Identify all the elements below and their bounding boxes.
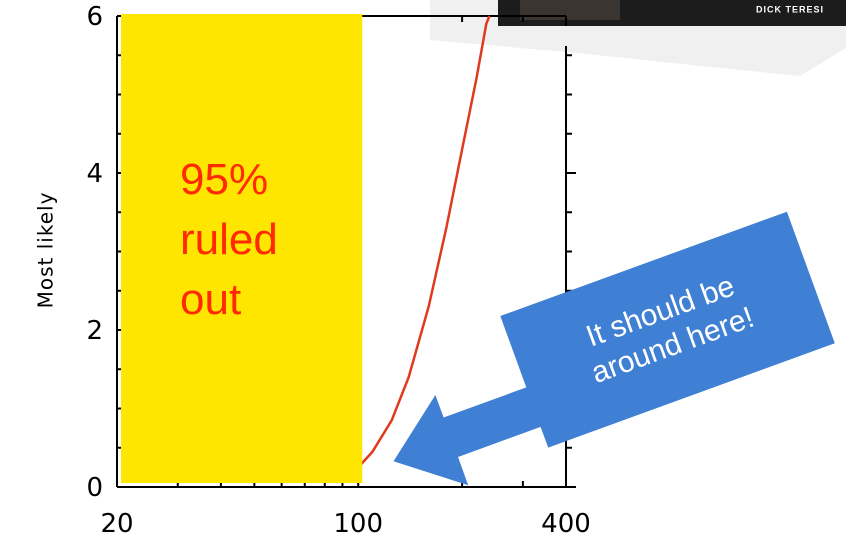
book-author-text: DICK TERESI <box>756 4 824 14</box>
x-tick-label: 400 <box>541 509 591 539</box>
ruled-out-label-line: ruled <box>180 215 278 264</box>
ruled-out-label-line: 95% <box>180 155 268 204</box>
y-tick-label: 2 <box>86 316 103 346</box>
ruled-out-label-line: out <box>180 275 241 324</box>
x-tick-label: 20 <box>100 509 133 539</box>
series-line <box>358 16 489 467</box>
book-cover-image: DICK TERESI <box>430 0 846 76</box>
y-tick-label: 6 <box>86 2 103 32</box>
x-tick-label: 100 <box>333 509 383 539</box>
y-axis-title: Most likely <box>34 192 58 309</box>
y-tick-label: 4 <box>86 159 103 189</box>
arrow-callout: It should bearound here! <box>394 212 835 486</box>
y-tick-label: 0 <box>86 473 103 503</box>
